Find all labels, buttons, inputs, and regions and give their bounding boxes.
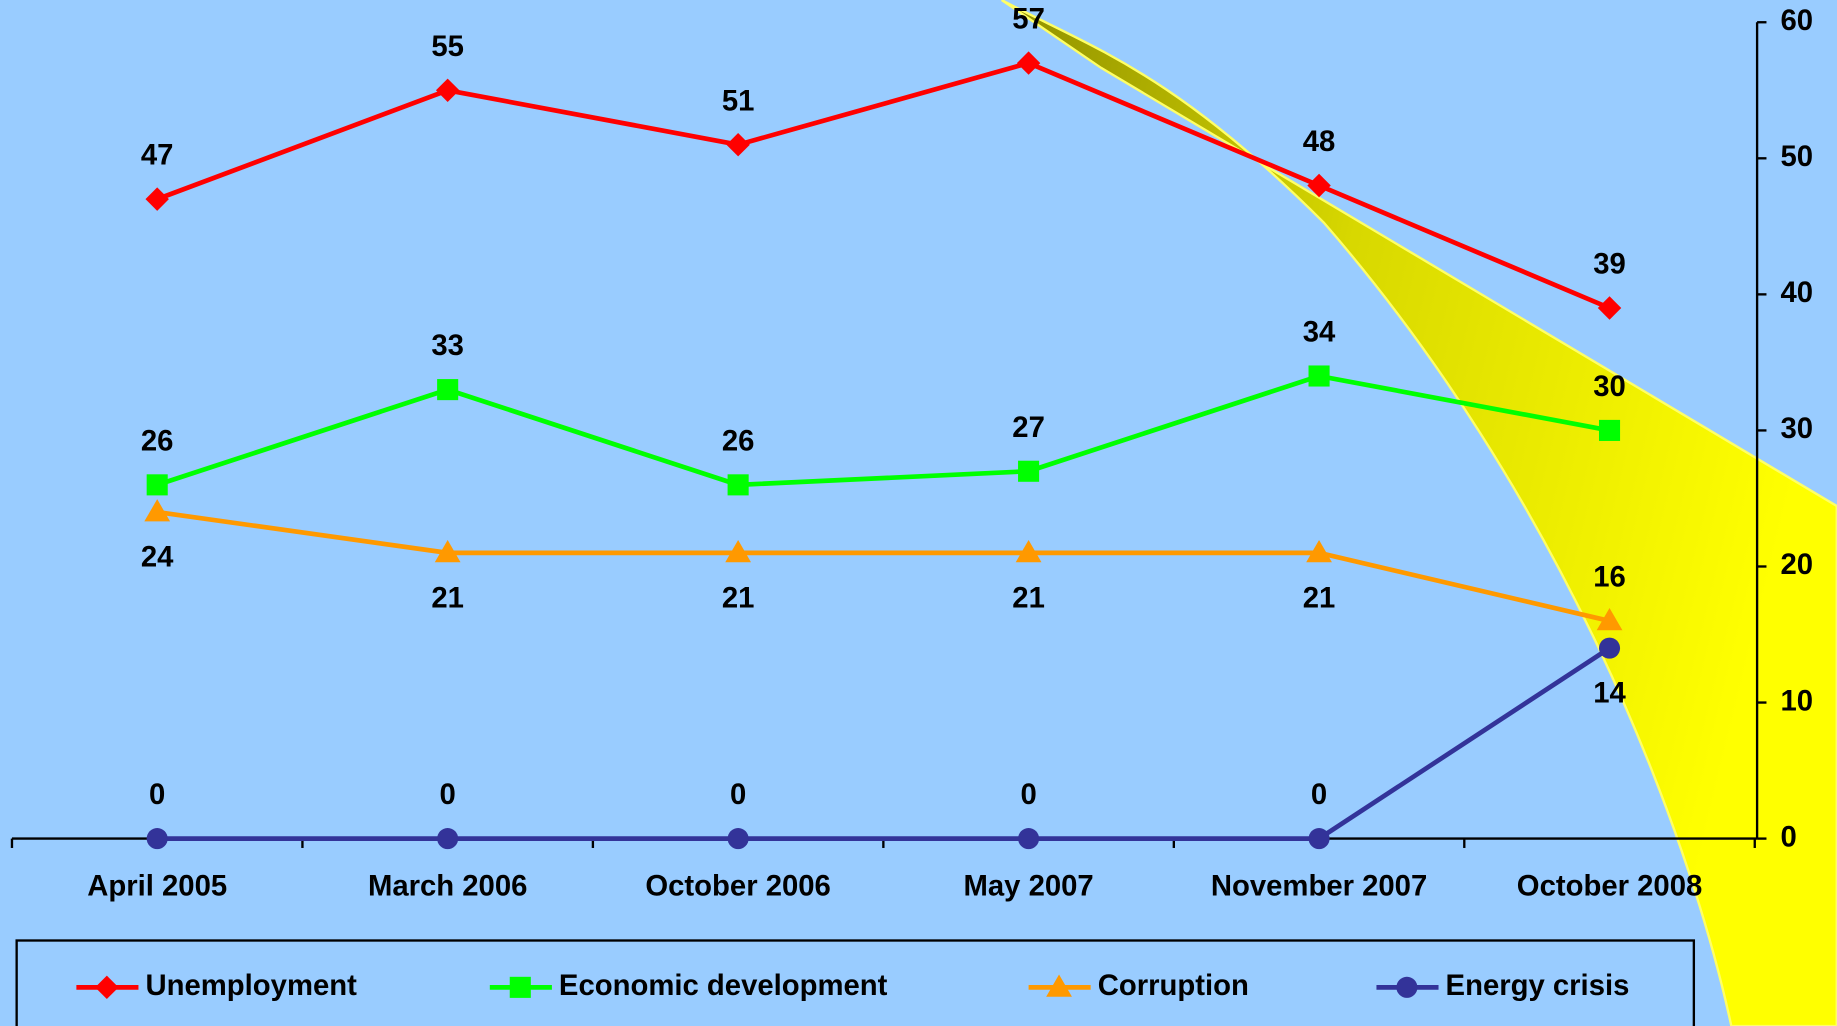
data-label: 39 — [1593, 248, 1626, 281]
marker-diamond — [726, 133, 749, 156]
legend-label: Economic development — [559, 969, 888, 1002]
series-line — [157, 376, 1609, 485]
data-label: 0 — [1311, 778, 1327, 811]
data-label: 30 — [1593, 370, 1626, 403]
x-tick-label: May 2007 — [964, 870, 1094, 903]
marker-circle — [1599, 638, 1620, 659]
data-label: 21 — [431, 581, 464, 614]
x-tick-label: March 2006 — [368, 870, 527, 903]
data-label: 24 — [141, 541, 174, 574]
marker-circle — [1309, 828, 1330, 849]
marker-diamond — [1017, 51, 1040, 74]
x-tick-label: October 2006 — [645, 870, 830, 903]
data-label: 21 — [722, 581, 755, 614]
data-label: 26 — [722, 424, 755, 457]
legend-label: Unemployment — [145, 969, 357, 1002]
data-label: 33 — [431, 329, 464, 362]
data-label: 51 — [722, 84, 755, 117]
data-label: 57 — [1012, 3, 1045, 36]
y-tick-label: 30 — [1781, 412, 1814, 445]
chart: 0 10 20 30 40 50 60 April 2005 March 2006 October… — [0, 0, 1837, 1026]
data-label: 26 — [141, 424, 174, 457]
series-line — [157, 648, 1609, 838]
legend-label: Energy crisis — [1446, 969, 1630, 1002]
series-line — [157, 512, 1609, 621]
marker-circle — [147, 828, 168, 849]
marker-circle — [1018, 828, 1039, 849]
marker-diamond — [1598, 296, 1621, 319]
data-label: 21 — [1012, 581, 1045, 614]
y-tick-label: 40 — [1781, 276, 1814, 309]
x-tick-label: October 2008 — [1517, 870, 1702, 903]
data-label: 0 — [440, 778, 456, 811]
y-tick-label: 0 — [1781, 820, 1797, 853]
marker-diamond — [436, 79, 459, 102]
marker-circle — [728, 828, 749, 849]
data-label: 0 — [149, 778, 165, 811]
page: {"chart_data": {"type": "line", "categor… — [0, 0, 1837, 1026]
marker-circle — [437, 828, 458, 849]
marker-square — [1018, 461, 1039, 482]
data-label: 16 — [1593, 560, 1626, 593]
y-tick-label: 50 — [1781, 140, 1814, 173]
marker-square — [1309, 365, 1330, 386]
data-label: 21 — [1303, 581, 1336, 614]
data-label: 48 — [1303, 125, 1336, 158]
legend-label: Corruption — [1098, 969, 1249, 1002]
marker-square — [728, 474, 749, 495]
marker-diamond — [145, 187, 168, 210]
data-label: 55 — [431, 30, 464, 63]
data-label: 0 — [730, 778, 746, 811]
data-label: 14 — [1593, 677, 1626, 710]
marker-square — [147, 474, 168, 495]
marker-triangle — [144, 499, 170, 521]
data-label: 0 — [1020, 778, 1036, 811]
marker-square — [1599, 420, 1620, 441]
marker-circle — [1396, 977, 1417, 998]
marker-square — [510, 977, 531, 998]
marker-square — [437, 379, 458, 400]
y-tick-label: 60 — [1781, 4, 1814, 37]
data-label: 27 — [1012, 411, 1045, 444]
data-label: 47 — [141, 139, 174, 172]
x-tick-label: April 2005 — [87, 870, 227, 903]
y-tick-label: 10 — [1781, 684, 1814, 717]
data-label: 34 — [1303, 316, 1336, 349]
y-tick-label: 20 — [1781, 548, 1814, 581]
x-tick-label: November 2007 — [1211, 870, 1427, 903]
